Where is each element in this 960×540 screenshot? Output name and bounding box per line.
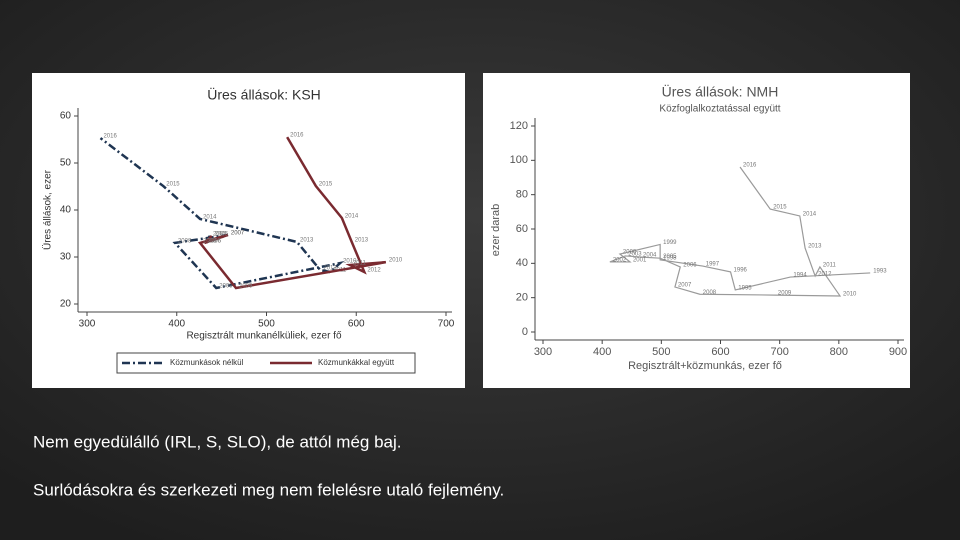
point-label: 1997 [706,262,720,268]
point-label: 1998 [663,255,677,261]
point-label: 2007 [678,283,692,289]
point-label: 2012 [818,272,832,278]
y-tick-label: 20 [516,292,528,304]
x-tick-label: 400 [593,346,611,358]
point-label: 2014 [203,215,217,221]
point-label: 2008 [203,238,217,244]
x-tick-label: 600 [348,319,365,330]
y-tick-label: 0 [522,326,528,338]
chart-subtitle: Közfoglalkoztatással együtt [659,104,780,115]
point-label: 2013 [355,238,369,244]
y-tick-label: 100 [510,154,528,166]
point-label: 2015 [319,182,333,188]
chart-panel [483,73,910,388]
point-label: 2010 [343,259,357,265]
point-label: 1993 [873,269,887,275]
point-label: 2015 [166,182,180,188]
series-line [609,166,871,297]
x-tick-label: 900 [889,346,907,358]
x-tick-label: 500 [258,319,275,330]
x-tick-label: 600 [711,346,729,358]
point-label: 1999 [663,240,677,246]
note: Surlódásokra és szerkezeti meg nem felel… [33,480,504,499]
x-tick-label: 400 [168,319,185,330]
point-label: 2006 [208,238,222,244]
point-label: 2014 [803,212,817,218]
point-label: 2008 [178,238,192,244]
point-label: 2016 [743,163,757,169]
legend-box [116,352,416,374]
point-label: 2014 [345,214,359,220]
y-tick-label: 120 [510,120,528,132]
y-tick-label: 20 [60,299,72,310]
point-label: 2007 [231,230,245,236]
series-line [197,136,387,290]
point-label: 2012 [323,266,337,272]
point-label: 2010 [843,292,857,298]
y-tick-label: 50 [60,158,72,169]
point-label: 2005 [213,231,227,237]
x-tick-label: 700 [438,319,455,330]
point-label: 2010 [389,258,403,264]
point-label: 2004 [643,253,657,259]
point-label: 2001 [633,258,647,264]
chart-title: Üres állások: NMH [662,83,779,100]
point-label: 2013 [808,244,822,250]
y-axis-label: Üres állások, ezer [42,169,54,250]
point-label: 2016 [290,133,304,139]
y-tick-label: 30 [60,252,72,263]
y-tick-label: 60 [60,111,72,122]
point-label: 1995 [738,286,752,292]
y-tick-label: 60 [516,223,528,235]
point-label: 1994 [793,273,807,279]
y-tick-label: 40 [516,257,528,269]
point-label: 2008 [703,290,717,296]
point-label: 2006 [208,238,222,244]
point-label: 2009 [219,284,233,290]
point-label: 2006 [683,263,697,269]
point-label: 2005 [215,231,229,237]
point-label: 2011 [353,261,367,267]
point-label: 2003 [628,252,642,258]
y-tick-label: 80 [516,189,528,201]
x-tick-label: 700 [770,346,788,358]
y-tick-label: 40 [60,205,72,216]
x-tick-label: 800 [830,346,848,358]
x-axis-label: Regisztrált+közmunkás, ezer fő [628,360,782,372]
note: Nem egyedülálló (IRL, S, SLO), de attól … [33,432,402,451]
point-label: 2015 [773,205,787,211]
point-label: 2005 [663,254,677,260]
point-label: 2000 [623,250,637,256]
x-axis-label: Regisztrált munkanélküliek, ezer fő [186,331,342,342]
legend-label: Közmunkákkal együtt [318,358,395,367]
point-label: 2002 [613,258,627,264]
point-label: 2016 [103,134,117,140]
point-label: 2013 [300,238,314,244]
chart-title: Üres állások: KSH [207,86,321,103]
point-label: 2011 [823,263,837,269]
point-label: 2007 [231,230,245,236]
legend-label: Közmunkások nélkül [170,358,244,367]
x-tick-label: 300 [534,346,552,358]
x-tick-label: 500 [652,346,670,358]
point-label: 2012 [367,268,381,274]
y-axis-label: ezer darab [490,204,502,257]
point-label: 1996 [734,267,748,273]
x-tick-label: 300 [79,319,96,330]
point-label: 2009 [239,284,253,290]
point-label: 2009 [778,291,792,297]
